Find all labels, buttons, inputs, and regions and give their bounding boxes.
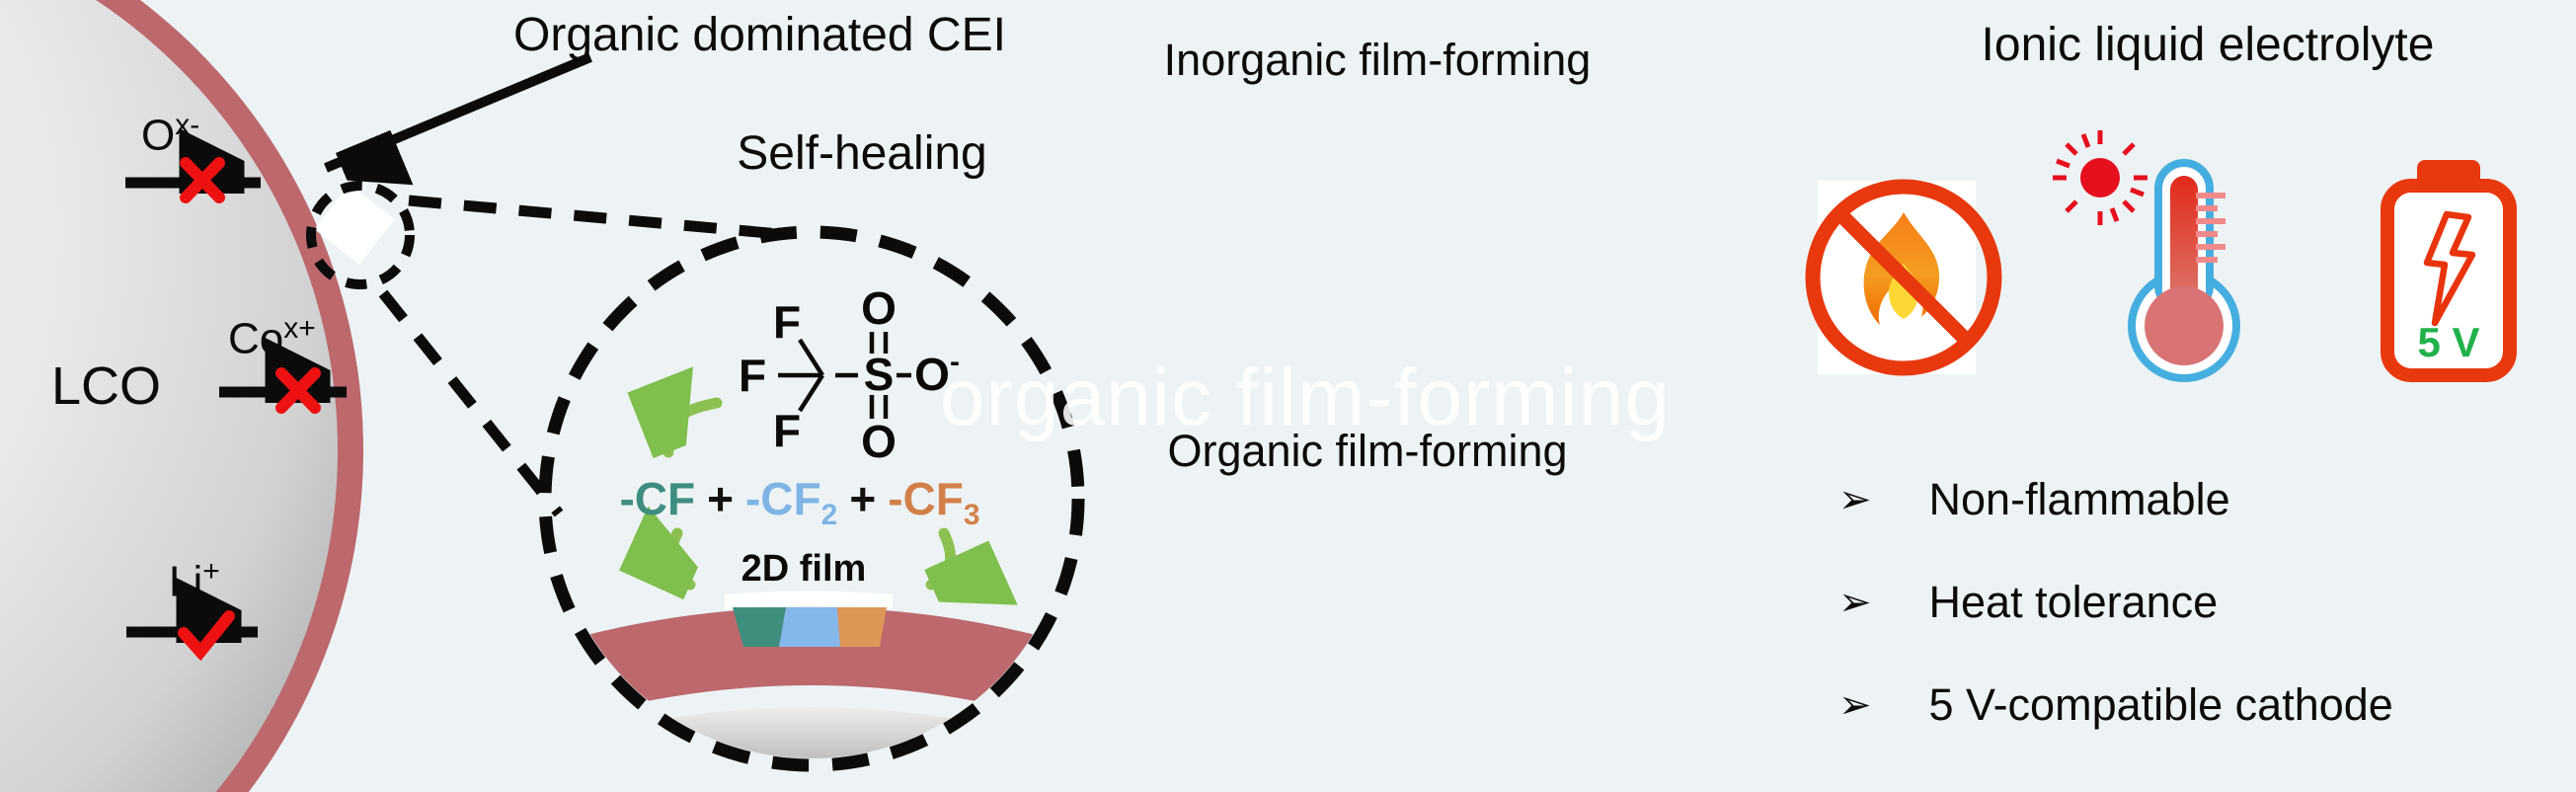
prohibition-ring xyxy=(1805,179,2002,376)
particle-label: LCO xyxy=(51,356,162,416)
bullet-text: 5 V-compatible cathode xyxy=(1928,679,2393,730)
cf2-fragment: -CF2 xyxy=(744,473,838,532)
reaction-arrows xyxy=(665,403,950,585)
zoom-connector-bottom xyxy=(378,289,564,517)
arrow-bullet-icon: ➢ xyxy=(1838,683,1872,727)
thermo-mercury xyxy=(2170,176,2198,312)
cei-title: Organic dominated CEI xyxy=(513,9,1006,61)
magnifier-scene xyxy=(552,591,1071,758)
curved-arrow-icon xyxy=(931,527,951,585)
atom-o-bottom: O xyxy=(861,416,897,467)
inorganic-title: Inorganic film-forming xyxy=(1163,35,1592,85)
bullet-item: ➢ Non-flammable xyxy=(1838,474,2230,525)
particle-surface xyxy=(552,707,1071,758)
curved-arrow-icon xyxy=(665,403,723,452)
no-flame-icon xyxy=(1805,179,2002,376)
curved-arrow-icon xyxy=(670,533,690,585)
bullet-text: Heat tolerance xyxy=(1928,577,2219,627)
allowed-check-icon xyxy=(178,610,235,662)
self-healing-title: Self-healing xyxy=(737,127,987,180)
lightning-icon xyxy=(2423,210,2476,327)
bullet-text: Non-flammable xyxy=(1928,474,2230,524)
cei-damage-notch xyxy=(314,184,395,265)
battery-voltage-label: 5 V xyxy=(2417,319,2480,365)
atom-o-top: O xyxy=(861,282,897,334)
cei-band xyxy=(552,607,1071,731)
cf-fragments: -CF + -CF2 + -CF3 xyxy=(619,473,980,532)
cei-pointer-arrow xyxy=(324,52,592,168)
film-label: 2D film xyxy=(741,548,867,590)
atom-f1: F xyxy=(772,296,802,348)
thermo-ticks xyxy=(2196,193,2225,263)
cf-fragment: -CF xyxy=(619,473,696,524)
ion-marks xyxy=(178,157,321,662)
atom-o-right: O xyxy=(914,349,950,400)
molecule-bonds xyxy=(778,332,911,419)
bullet-item: ➢ 5 V-compatible cathode xyxy=(1838,679,2393,731)
sun-icon xyxy=(2053,130,2147,225)
atom-f2: F xyxy=(738,350,767,401)
magnifier-circle xyxy=(538,225,1085,772)
blocked-cross-icon xyxy=(275,367,321,414)
watermark-text: organic film-forming xyxy=(940,353,1671,442)
electrolyte-title: Ionic liquid electrolyte xyxy=(1981,19,2435,71)
arrow-bullet-icon: ➢ xyxy=(1838,581,1872,624)
bullet-item: ➢ Heat tolerance xyxy=(1838,577,2218,628)
arrow-bullet-icon: ➢ xyxy=(1838,478,1872,521)
ion-label-lithium: Li+ xyxy=(169,555,220,606)
ion-label-cobalt: Cox+ xyxy=(228,312,316,363)
zoom-source-circle xyxy=(306,181,415,289)
lco-particle xyxy=(0,0,395,792)
cf3-fragment: -CF3 xyxy=(888,473,980,532)
thermo-bulb-fill xyxy=(2145,286,2224,365)
atom-f3: F xyxy=(772,405,802,456)
blocked-cross-icon xyxy=(180,157,225,203)
battery-5v-icon xyxy=(2381,160,2517,382)
atom-s: S xyxy=(863,349,895,400)
sun-thermometer-icon xyxy=(2053,130,2240,382)
cf2-patch-blue xyxy=(779,607,840,647)
organic-title: Organic film-forming xyxy=(1167,426,1568,476)
anion-charge: - xyxy=(950,346,960,378)
ion-label-oxygen: Ox- xyxy=(141,109,200,160)
cf-patch-teal xyxy=(733,607,786,647)
particle-body xyxy=(0,0,338,792)
cf3-patch-orange xyxy=(837,607,887,647)
film-highlight xyxy=(725,591,893,609)
zoom-connector-top xyxy=(408,195,781,240)
prohibition-slash xyxy=(1834,208,1973,347)
